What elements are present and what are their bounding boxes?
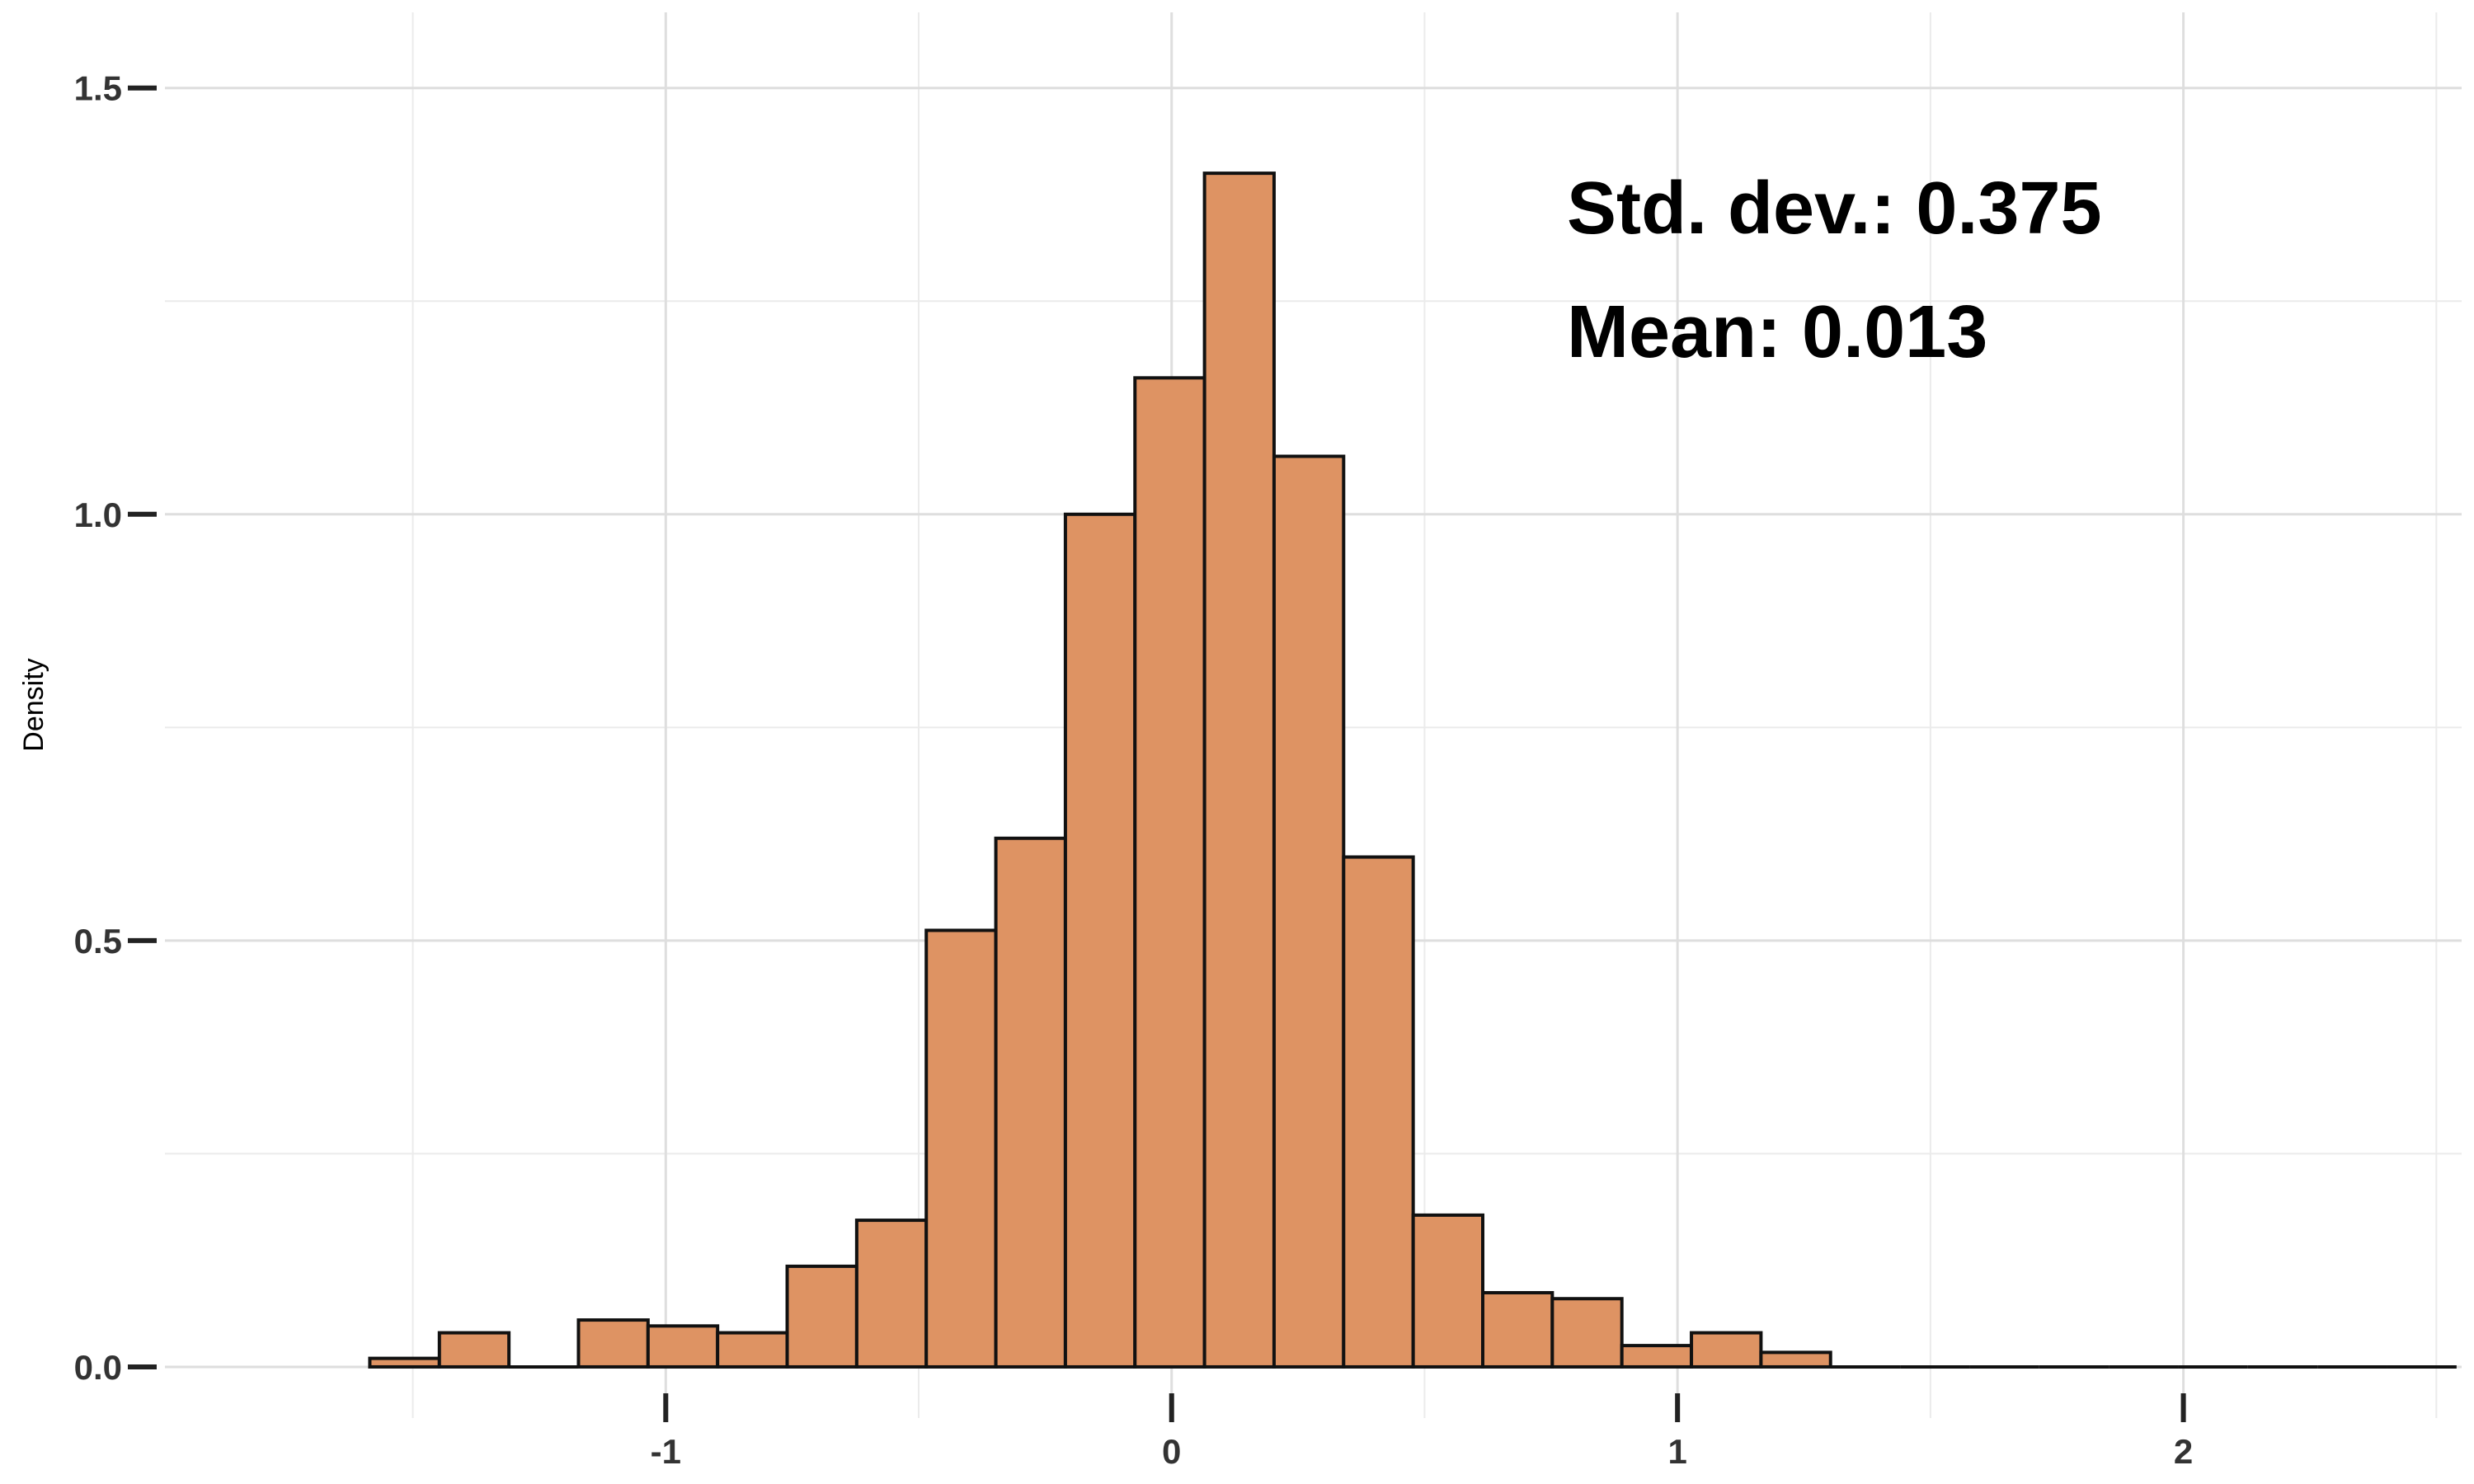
- histogram-bars: [368, 171, 2457, 1369]
- y-tick-label: 1.5: [74, 69, 122, 108]
- histogram-bar: [1481, 1290, 1554, 1369]
- histogram-bar: [716, 1331, 789, 1369]
- x-tick-label: 2: [2174, 1432, 2193, 1471]
- histogram-bar: [646, 1324, 720, 1369]
- histogram-bar: [1759, 1350, 1832, 1369]
- histogram-bar: [1063, 512, 1137, 1369]
- y-axis-title: Density: [18, 658, 49, 751]
- histogram-bar: [994, 836, 1067, 1369]
- std-dev-annotation: Std. dev.: 0.375: [1567, 167, 2102, 250]
- histogram-bar: [854, 1219, 929, 1369]
- histogram-bar: [1690, 1331, 1763, 1369]
- histogram-bar: [785, 1264, 858, 1369]
- x-tick-label: -1: [651, 1432, 681, 1471]
- histogram-bar: [1550, 1297, 1624, 1369]
- x-axis: -1 0 1 2: [651, 1393, 2193, 1471]
- histogram-bar: [1272, 454, 1346, 1369]
- histogram-bar: [368, 1356, 441, 1369]
- histogram-bar: [576, 1318, 650, 1369]
- y-tick-label: 1.0: [74, 495, 122, 534]
- y-axis: 0.0 0.5 1.0 1.5: [74, 69, 157, 1387]
- histogram-bar: [1342, 855, 1415, 1369]
- x-tick-label: 1: [1667, 1432, 1686, 1471]
- histogram-bar: [437, 1331, 511, 1369]
- histogram-bar: [924, 928, 998, 1369]
- histogram-bar: [1620, 1344, 1694, 1369]
- histogram-bar: [1202, 171, 1276, 1369]
- histogram-bar: [1133, 376, 1206, 1369]
- histogram-bar: [1411, 1213, 1485, 1369]
- y-tick-label: 0.0: [74, 1348, 122, 1387]
- x-tick-label: 0: [1162, 1432, 1181, 1471]
- mean-annotation: Mean: 0.013: [1567, 291, 1987, 373]
- y-tick-label: 0.5: [74, 922, 122, 960]
